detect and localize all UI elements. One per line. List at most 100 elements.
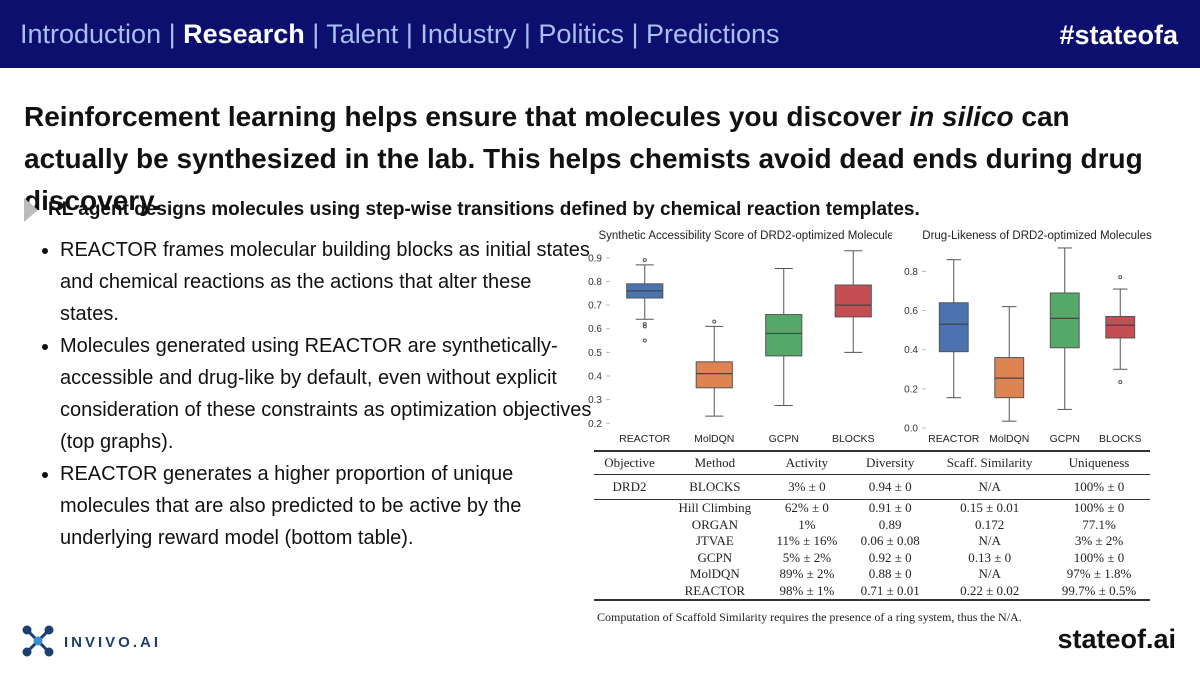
table-cell-blank (594, 550, 665, 567)
plot-area (610, 246, 888, 428)
table-cell: 3% ± 0 (764, 474, 850, 500)
nav-bar: Introduction | Research | Talent | Indus… (0, 0, 1200, 68)
table-cell-blank (594, 517, 665, 534)
y-tick-label: 0.0 (904, 424, 918, 435)
x-tick-label: MolDQN (694, 433, 734, 445)
y-tick-label: 0.6 (588, 324, 602, 335)
nav-item[interactable]: Introduction (20, 19, 162, 49)
hashtag: #stateofa (1059, 20, 1178, 50)
header-cell: Method (694, 455, 736, 470)
subtitle: RL agent designs molecules using step-wi… (24, 198, 920, 222)
bullet: REACTOR frames molecular building blocks… (60, 234, 595, 330)
nav-items: Introduction | Research | Talent | Indus… (20, 19, 780, 49)
table-cell-blank (594, 582, 665, 601)
y-tick-label: 0.2 (588, 419, 602, 430)
table-row: JTVAE 11% ± 16% 0.06 ± 0.08 N/A 3% ± 2% (594, 533, 1150, 550)
y-tick-label: 0.6 (904, 306, 918, 317)
logo-text: INVIVO.AI (64, 634, 161, 651)
outlier (1118, 275, 1123, 280)
x-tick-label: GCPN (769, 433, 799, 445)
header-cell: Objective (604, 455, 655, 470)
table-row: MolDQN 89% ± 2% 0.88 ± 0 N/A 97% ± 1.8% (594, 566, 1150, 583)
table-cell: JTVAE (695, 533, 734, 549)
logo-graphic: INVIVO.AI (22, 625, 161, 657)
table-cell: 62% ± 0 (784, 500, 829, 516)
outlier (642, 324, 647, 329)
table-cell-blank (594, 566, 665, 583)
table-cell: 1% (798, 516, 816, 532)
table-cell: 0.172 (975, 516, 1005, 532)
outlier (642, 322, 647, 326)
outlier (642, 338, 647, 343)
table-cell: 77.1% (1082, 516, 1116, 532)
box (834, 284, 872, 318)
y-tick-label: 0.8 (904, 267, 918, 278)
table-cell: 0.13 ± 0 (968, 549, 1012, 565)
table-cell: 99.7% ± 0.5% (1048, 582, 1150, 601)
y-tick-label: 0.3 (588, 395, 602, 406)
table-cell: 100% ± 0 (1073, 500, 1125, 516)
table-cell: REACTOR (665, 582, 765, 601)
bullet: REACTOR generates a higher proportion of… (60, 458, 595, 554)
table-cell: N/A (978, 566, 1001, 582)
bullet: Molecules generated using REACTOR are sy… (60, 330, 595, 458)
table-row: ORGAN 1% 0.89 0.172 77.1% (594, 517, 1150, 534)
chart-title: Synthetic Accessibility Score of DRD2-op… (598, 230, 892, 242)
table-cell: 0.92 ± 0 (868, 549, 912, 565)
table-row: DRD2 BLOCKS 3% ± 0 0.94 ± 0 N/A 100% ± 0 (594, 474, 1150, 500)
table-cell: 5% ± 2% (782, 549, 832, 565)
y-tick-label: 0.7 (588, 301, 602, 312)
table-cell: 89% ± 2% (779, 566, 835, 582)
table-cell: 0.06 ± 0.08 (860, 533, 920, 549)
table-cell: 100% ± 0 (1048, 474, 1150, 500)
title-italic: in silico (909, 101, 1014, 132)
table-cell: N/A (978, 533, 1001, 549)
table-cell: DRD2 (594, 474, 665, 500)
table-cell: ORGAN (691, 516, 738, 532)
table-cell: 100% ± 0 (1073, 549, 1125, 565)
header-cell: Activity (785, 455, 829, 470)
header-cell: Uniqueness (1068, 455, 1130, 470)
nav-item[interactable]: Talent (326, 19, 399, 49)
title-part: Reinforcement learning helps ensure that… (24, 101, 910, 132)
y-tick-label: 0.9 (588, 253, 602, 264)
outlier (642, 258, 647, 263)
y-tick-label: 0.4 (588, 372, 602, 383)
table-cell-blank (594, 500, 665, 517)
footer: stateof.ai (1057, 624, 1176, 654)
table-cell: 0.88 ± 0 (868, 566, 912, 582)
nav-item-active[interactable]: Research (183, 19, 305, 49)
y-tick-label: 0.4 (904, 345, 918, 356)
box (695, 361, 733, 389)
table-cell: 0.15 ± 0.01 (960, 500, 1020, 516)
logo: INVIVO.AI (22, 624, 182, 663)
nav-item[interactable]: Politics (538, 19, 624, 49)
table-cell: N/A (931, 474, 1049, 500)
outlier (712, 319, 717, 324)
table-cell: 97% ± 1.8% (1066, 566, 1132, 582)
nav-item[interactable]: Predictions (645, 19, 780, 49)
chart: Synthetic Accessibility Score of DRD2-op… (588, 230, 892, 445)
table-cell: 0.22 ± 0.02 (931, 582, 1049, 601)
nav-item[interactable]: Industry (420, 19, 517, 49)
x-tick-label: REACTOR (619, 433, 671, 445)
table-cell: Hill Climbing (678, 500, 752, 516)
table-cell: 3% ± 2% (1074, 533, 1124, 549)
y-tick-label: 0.2 (904, 384, 918, 395)
table-cell: 98% ± 1% (764, 582, 850, 601)
table-cell-blank (594, 533, 665, 550)
table-cell: MolDQN (689, 566, 740, 582)
outlier (1118, 380, 1123, 385)
table-row: Hill Climbing 62% ± 0 0.91 ± 0 0.15 ± 0.01 1… (594, 500, 1150, 517)
box (938, 302, 969, 353)
x-tick-label: BLOCKS (832, 433, 875, 445)
table-cell: BLOCKS (665, 474, 765, 500)
y-tick-label: 0.5 (588, 348, 602, 359)
table-cell: 11% ± 16% (776, 533, 838, 549)
box (1105, 315, 1136, 339)
x-tick-label: MolDQN (989, 433, 1029, 445)
table-cell: 0.91 ± 0 (868, 500, 912, 516)
x-tick-label: REACTOR (928, 433, 980, 445)
table-cell: 0.94 ± 0 (849, 474, 932, 500)
